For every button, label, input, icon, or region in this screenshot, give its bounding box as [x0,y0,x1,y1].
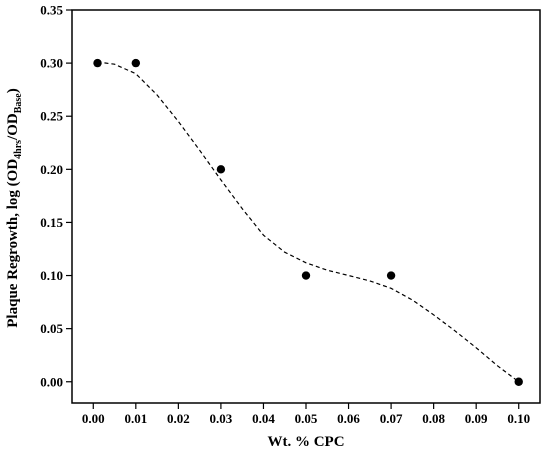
x-axis-title: Wt. % CPC [267,434,344,450]
y-tick-label: 0.00 [40,374,63,389]
x-tick-label: 0.04 [252,411,275,426]
x-axis-ticks: 0.00 0.01 0.02 0.03 0.04 0.05 0.06 0.07 0.08 0.09… [82,403,530,426]
x-tick-label: 0.08 [422,411,445,426]
x-tick-label: 0.06 [337,411,360,426]
y-tick-label: 0.25 [40,109,63,124]
data-point [386,271,396,280]
y-axis-title: Plaque Regrowth, log (OD4hrs/ODBase) [5,88,24,327]
plot-frame [71,9,541,404]
data-point [216,165,226,174]
x-tick-label: 0.00 [82,411,105,426]
y-axis-title-suffix: ) [5,88,21,93]
y-tick-label: 0.05 [40,321,63,336]
x-tick-label: 0.01 [124,411,147,426]
data-points [93,58,523,386]
data-point [301,271,311,280]
x-tick-label: 0.09 [465,411,488,426]
y-axis-title-sub2: Base [13,93,24,114]
fit-curve [97,61,520,383]
y-tick-label: 0.35 [40,3,63,18]
y-axis-title-sub1: 4hrs [13,140,24,159]
y-axis-title-mid: /OD [5,113,21,141]
x-tick-label: 0.02 [167,411,190,426]
data-point [93,58,102,68]
y-tick-label: 0.30 [40,56,63,71]
x-tick-label: 0.10 [507,411,530,426]
data-point [131,58,141,68]
x-tick-label: 0.07 [380,411,403,426]
y-tick-label: 0.10 [40,268,63,283]
x-tick-label: 0.05 [295,411,318,426]
y-tick-label: 0.15 [40,215,63,230]
y-tick-label: 0.20 [40,162,63,177]
y-axis-title-prefix: Plaque Regrowth, log (OD [5,159,21,328]
data-point [514,377,523,386]
y-axis-ticks: 0.00 0.05 0.10 0.15 0.20 0.25 0.30 0.35 [40,3,72,389]
x-tick-label: 0.03 [210,411,233,426]
